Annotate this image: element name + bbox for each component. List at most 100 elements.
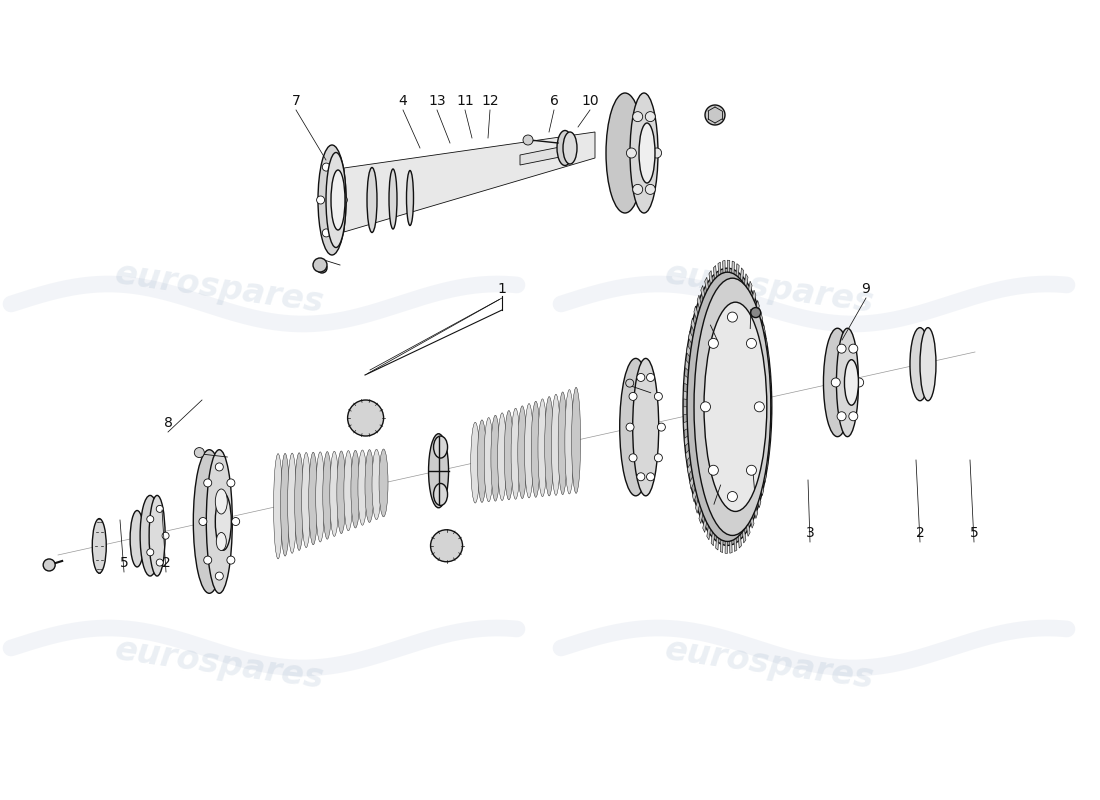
Circle shape	[727, 312, 737, 322]
Circle shape	[626, 379, 634, 387]
Polygon shape	[752, 290, 756, 304]
Ellipse shape	[309, 452, 318, 545]
Polygon shape	[705, 278, 708, 291]
Ellipse shape	[207, 450, 232, 594]
Ellipse shape	[619, 358, 651, 496]
Ellipse shape	[140, 495, 161, 576]
Polygon shape	[767, 429, 771, 438]
Ellipse shape	[322, 451, 332, 539]
Circle shape	[204, 556, 211, 564]
Ellipse shape	[606, 93, 643, 213]
Text: 3: 3	[805, 526, 814, 540]
Circle shape	[646, 184, 656, 194]
Polygon shape	[520, 145, 570, 165]
Ellipse shape	[518, 406, 527, 498]
Ellipse shape	[920, 328, 936, 401]
Text: 5: 5	[969, 526, 978, 540]
Polygon shape	[718, 262, 721, 275]
Polygon shape	[750, 514, 754, 528]
Text: 8: 8	[164, 416, 173, 430]
Circle shape	[637, 473, 645, 481]
Polygon shape	[757, 494, 761, 508]
Circle shape	[626, 148, 637, 158]
Circle shape	[317, 196, 324, 204]
Polygon shape	[748, 281, 752, 295]
Circle shape	[629, 454, 637, 462]
Polygon shape	[703, 518, 706, 533]
Ellipse shape	[330, 451, 339, 536]
Ellipse shape	[280, 454, 289, 556]
Ellipse shape	[845, 360, 858, 406]
Polygon shape	[683, 407, 688, 414]
Ellipse shape	[389, 169, 397, 229]
Circle shape	[430, 530, 463, 562]
Ellipse shape	[43, 559, 55, 571]
Circle shape	[637, 374, 645, 382]
Polygon shape	[701, 286, 705, 300]
Polygon shape	[725, 542, 727, 554]
Circle shape	[647, 374, 654, 382]
Polygon shape	[694, 306, 698, 320]
Polygon shape	[697, 295, 702, 309]
Polygon shape	[707, 526, 711, 540]
Circle shape	[654, 454, 662, 462]
Text: eurospares: eurospares	[113, 257, 327, 319]
Text: 10: 10	[581, 94, 598, 108]
Polygon shape	[767, 367, 770, 378]
Polygon shape	[766, 443, 770, 454]
Polygon shape	[716, 537, 718, 550]
Circle shape	[227, 556, 235, 564]
Ellipse shape	[379, 449, 388, 517]
Ellipse shape	[824, 328, 851, 437]
Ellipse shape	[367, 167, 377, 233]
Circle shape	[227, 479, 235, 487]
Ellipse shape	[557, 130, 573, 166]
Text: eurospares: eurospares	[663, 257, 877, 319]
Circle shape	[317, 263, 327, 273]
Ellipse shape	[365, 450, 374, 522]
Ellipse shape	[639, 123, 654, 183]
Ellipse shape	[551, 394, 560, 495]
Ellipse shape	[433, 436, 448, 458]
Ellipse shape	[216, 489, 228, 514]
Text: eurospares: eurospares	[113, 633, 327, 695]
Polygon shape	[685, 450, 690, 461]
Polygon shape	[684, 375, 688, 385]
Ellipse shape	[572, 387, 581, 494]
Circle shape	[646, 112, 656, 122]
Ellipse shape	[563, 132, 578, 164]
Circle shape	[629, 393, 637, 401]
Ellipse shape	[505, 410, 514, 500]
Text: 9: 9	[861, 282, 870, 296]
Polygon shape	[746, 522, 750, 536]
Circle shape	[146, 516, 154, 522]
Polygon shape	[754, 505, 758, 518]
Polygon shape	[690, 476, 694, 489]
Ellipse shape	[407, 170, 414, 226]
Polygon shape	[760, 482, 763, 495]
Circle shape	[701, 402, 711, 412]
Circle shape	[322, 163, 330, 171]
Ellipse shape	[694, 278, 771, 535]
Ellipse shape	[565, 390, 574, 494]
Polygon shape	[758, 312, 762, 326]
Circle shape	[654, 393, 662, 401]
Circle shape	[837, 412, 846, 421]
Polygon shape	[711, 532, 715, 546]
Ellipse shape	[274, 454, 283, 559]
Text: 5: 5	[120, 556, 129, 570]
Polygon shape	[768, 383, 771, 392]
Text: 4: 4	[398, 94, 407, 108]
Polygon shape	[736, 264, 739, 277]
Circle shape	[755, 402, 764, 412]
Ellipse shape	[705, 105, 725, 125]
Circle shape	[651, 148, 661, 158]
Ellipse shape	[704, 302, 767, 511]
Polygon shape	[698, 510, 703, 523]
Polygon shape	[720, 540, 723, 553]
Polygon shape	[692, 488, 696, 502]
Ellipse shape	[351, 450, 360, 528]
Ellipse shape	[491, 415, 499, 501]
Circle shape	[333, 163, 342, 171]
Circle shape	[199, 518, 207, 526]
